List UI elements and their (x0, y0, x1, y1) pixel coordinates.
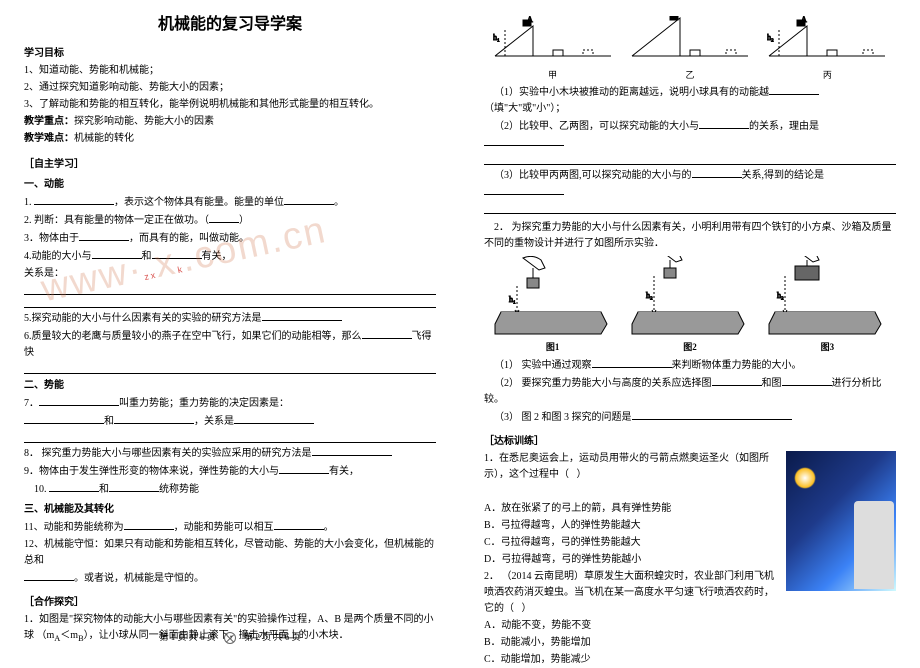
svg-text:A: A (801, 16, 807, 24)
ramp-diagram-3: h₂ A (767, 16, 887, 64)
circle-x-icon (224, 632, 236, 644)
sandbox-diagram-1: h₁ (493, 256, 613, 336)
q2-3: （3） 图 2 和图 3 探究的问题是 (484, 409, 896, 426)
q1-1: （1）实验中小木块被推动的距离越远，说明小球具有的动能越（填"大"或"小"）； (484, 84, 896, 117)
svg-text:A: A (527, 16, 533, 24)
footer-left: 第 1 页 共 6 页 第 2 页 共 6 页 (0, 630, 460, 644)
self-study-heading: ［自主学习］ (24, 157, 436, 173)
t2-a: A．动能不变，势能不变 (484, 618, 896, 634)
section-2-heading: 二、势能 (24, 378, 436, 394)
page-left: 机械能的复习导学案 学习目标 1、知道动能、势能和机械能； 2、通过探究知道影响… (0, 0, 460, 650)
item-11: 11、动能和势能统称为，动能和势能可以相互。 (24, 519, 436, 536)
q1-2: （2）比较甲、乙两图，可以探究动能的大小与的关系，理由是 (484, 118, 896, 152)
item-4-rel: 关系是： (24, 266, 436, 282)
blank-line (484, 154, 896, 165)
t2-b: B．动能减小，势能增加 (484, 635, 896, 651)
q2-1: （1） 实验中通过观察来判断物体重力势能的大小。 (484, 357, 896, 374)
page-right: h₁ A B h₂ A 甲 乙 丙 （1）实验中小木块被推动的距离越远，说明小球… (460, 0, 920, 650)
item-12b: 。或者说，机械能是守恒的。 (24, 570, 436, 587)
diagram-labels-2: 图1 图2 图3 (484, 340, 896, 354)
item-8: 8． 探究重力势能大小与哪些因素有关的实验应采用的研究方法是 (24, 445, 436, 462)
goals-heading: 学习目标 (24, 46, 436, 62)
item-12: 12、机械能守恒：如果只有动能和势能相互转化，尽管动能、势能的大小会变化，但机械… (24, 537, 436, 569)
archer-photo (786, 451, 896, 591)
goal-3: 3、了解动能和势能的相互转化，能举例说明机械能和其他形式能量的相互转化。 (24, 97, 436, 113)
doc-title: 机械能的复习导学案 (24, 12, 436, 38)
item-5: 5.探究动能的大小与什么因素有关的实验的研究方法是 (24, 310, 436, 327)
blank-line (24, 363, 436, 374)
blank-line (24, 297, 436, 308)
diffpoint: 教学难点：机械能的转化 (24, 131, 436, 147)
blank-line (24, 284, 436, 295)
sandbox-diagram-3: h₂ (767, 256, 887, 336)
q2-2: （2） 要探究重力势能大小与高度的关系应选择图和图进行分析比较。 (484, 375, 896, 408)
item-4: 4.动能的大小与和有关， (24, 248, 436, 265)
section-1-heading: 一、动能 (24, 177, 436, 193)
goal-1: 1、知道动能、势能和机械能； (24, 63, 436, 79)
blank-line (24, 432, 436, 443)
q1-3: （3）比较甲丙两图,可以探究动能的大小与的关系,得到的结论是 (484, 167, 896, 201)
q2: 2． 为探究重力势能的大小与什么因素有关，小明利用带有四个铁钉的小方桌、沙箱及质… (484, 220, 896, 252)
train-heading: ［达标训练］ (484, 434, 896, 450)
item-9: 9．物体由于发生弹性形变的物体来说，弹性势能的大小与有关， (24, 463, 436, 480)
item-1: 1. ，表示这个物体具有能量。能量的单位。 (24, 194, 436, 211)
svg-text:h₂: h₂ (767, 33, 774, 42)
item-10: 10. 和统称势能 (24, 481, 436, 498)
ramp-diagram-1: h₁ A (493, 16, 613, 64)
svg-text:h₁: h₁ (493, 33, 500, 42)
item-3: 3．物体由于，而具有的能，叫做动能。 (24, 230, 436, 247)
item-2: 2. 判断：具有能量的物体一定正在做功。（） (24, 212, 436, 229)
item-7b: 和，关系是 (24, 413, 436, 430)
diagram-row-ramps: h₁ A B h₂ A (484, 16, 896, 64)
keypoint: 教学重点：探究影响动能、势能大小的因素 (24, 114, 436, 130)
t2-c: C．动能增加，势能减少 (484, 652, 896, 668)
item-6: 6.质量较大的老鹰与质量较小的燕子在空中飞行，如果它们的动能相等，那么飞得快 (24, 328, 436, 361)
blank-line (484, 203, 896, 214)
goal-2: 2、通过探究知道影响动能、势能大小的因素； (24, 80, 436, 96)
svg-text:h₂: h₂ (777, 291, 784, 300)
svg-text:h₂: h₂ (646, 291, 653, 300)
coop-heading: ［合作探究］ (24, 595, 436, 611)
section-3-heading: 三、机械能及其转化 (24, 502, 436, 518)
item-7: 7．叫重力势能；重力势能的决定因素是： (24, 395, 436, 412)
svg-text:h₁: h₁ (509, 295, 516, 304)
diagram-labels-1: 甲 乙 丙 (484, 68, 896, 82)
sandbox-diagram-2: h₂ (630, 256, 750, 336)
diagram-row-sandbox: h₁ h₂ h₂ (484, 256, 896, 336)
ramp-diagram-2: B (630, 16, 750, 64)
